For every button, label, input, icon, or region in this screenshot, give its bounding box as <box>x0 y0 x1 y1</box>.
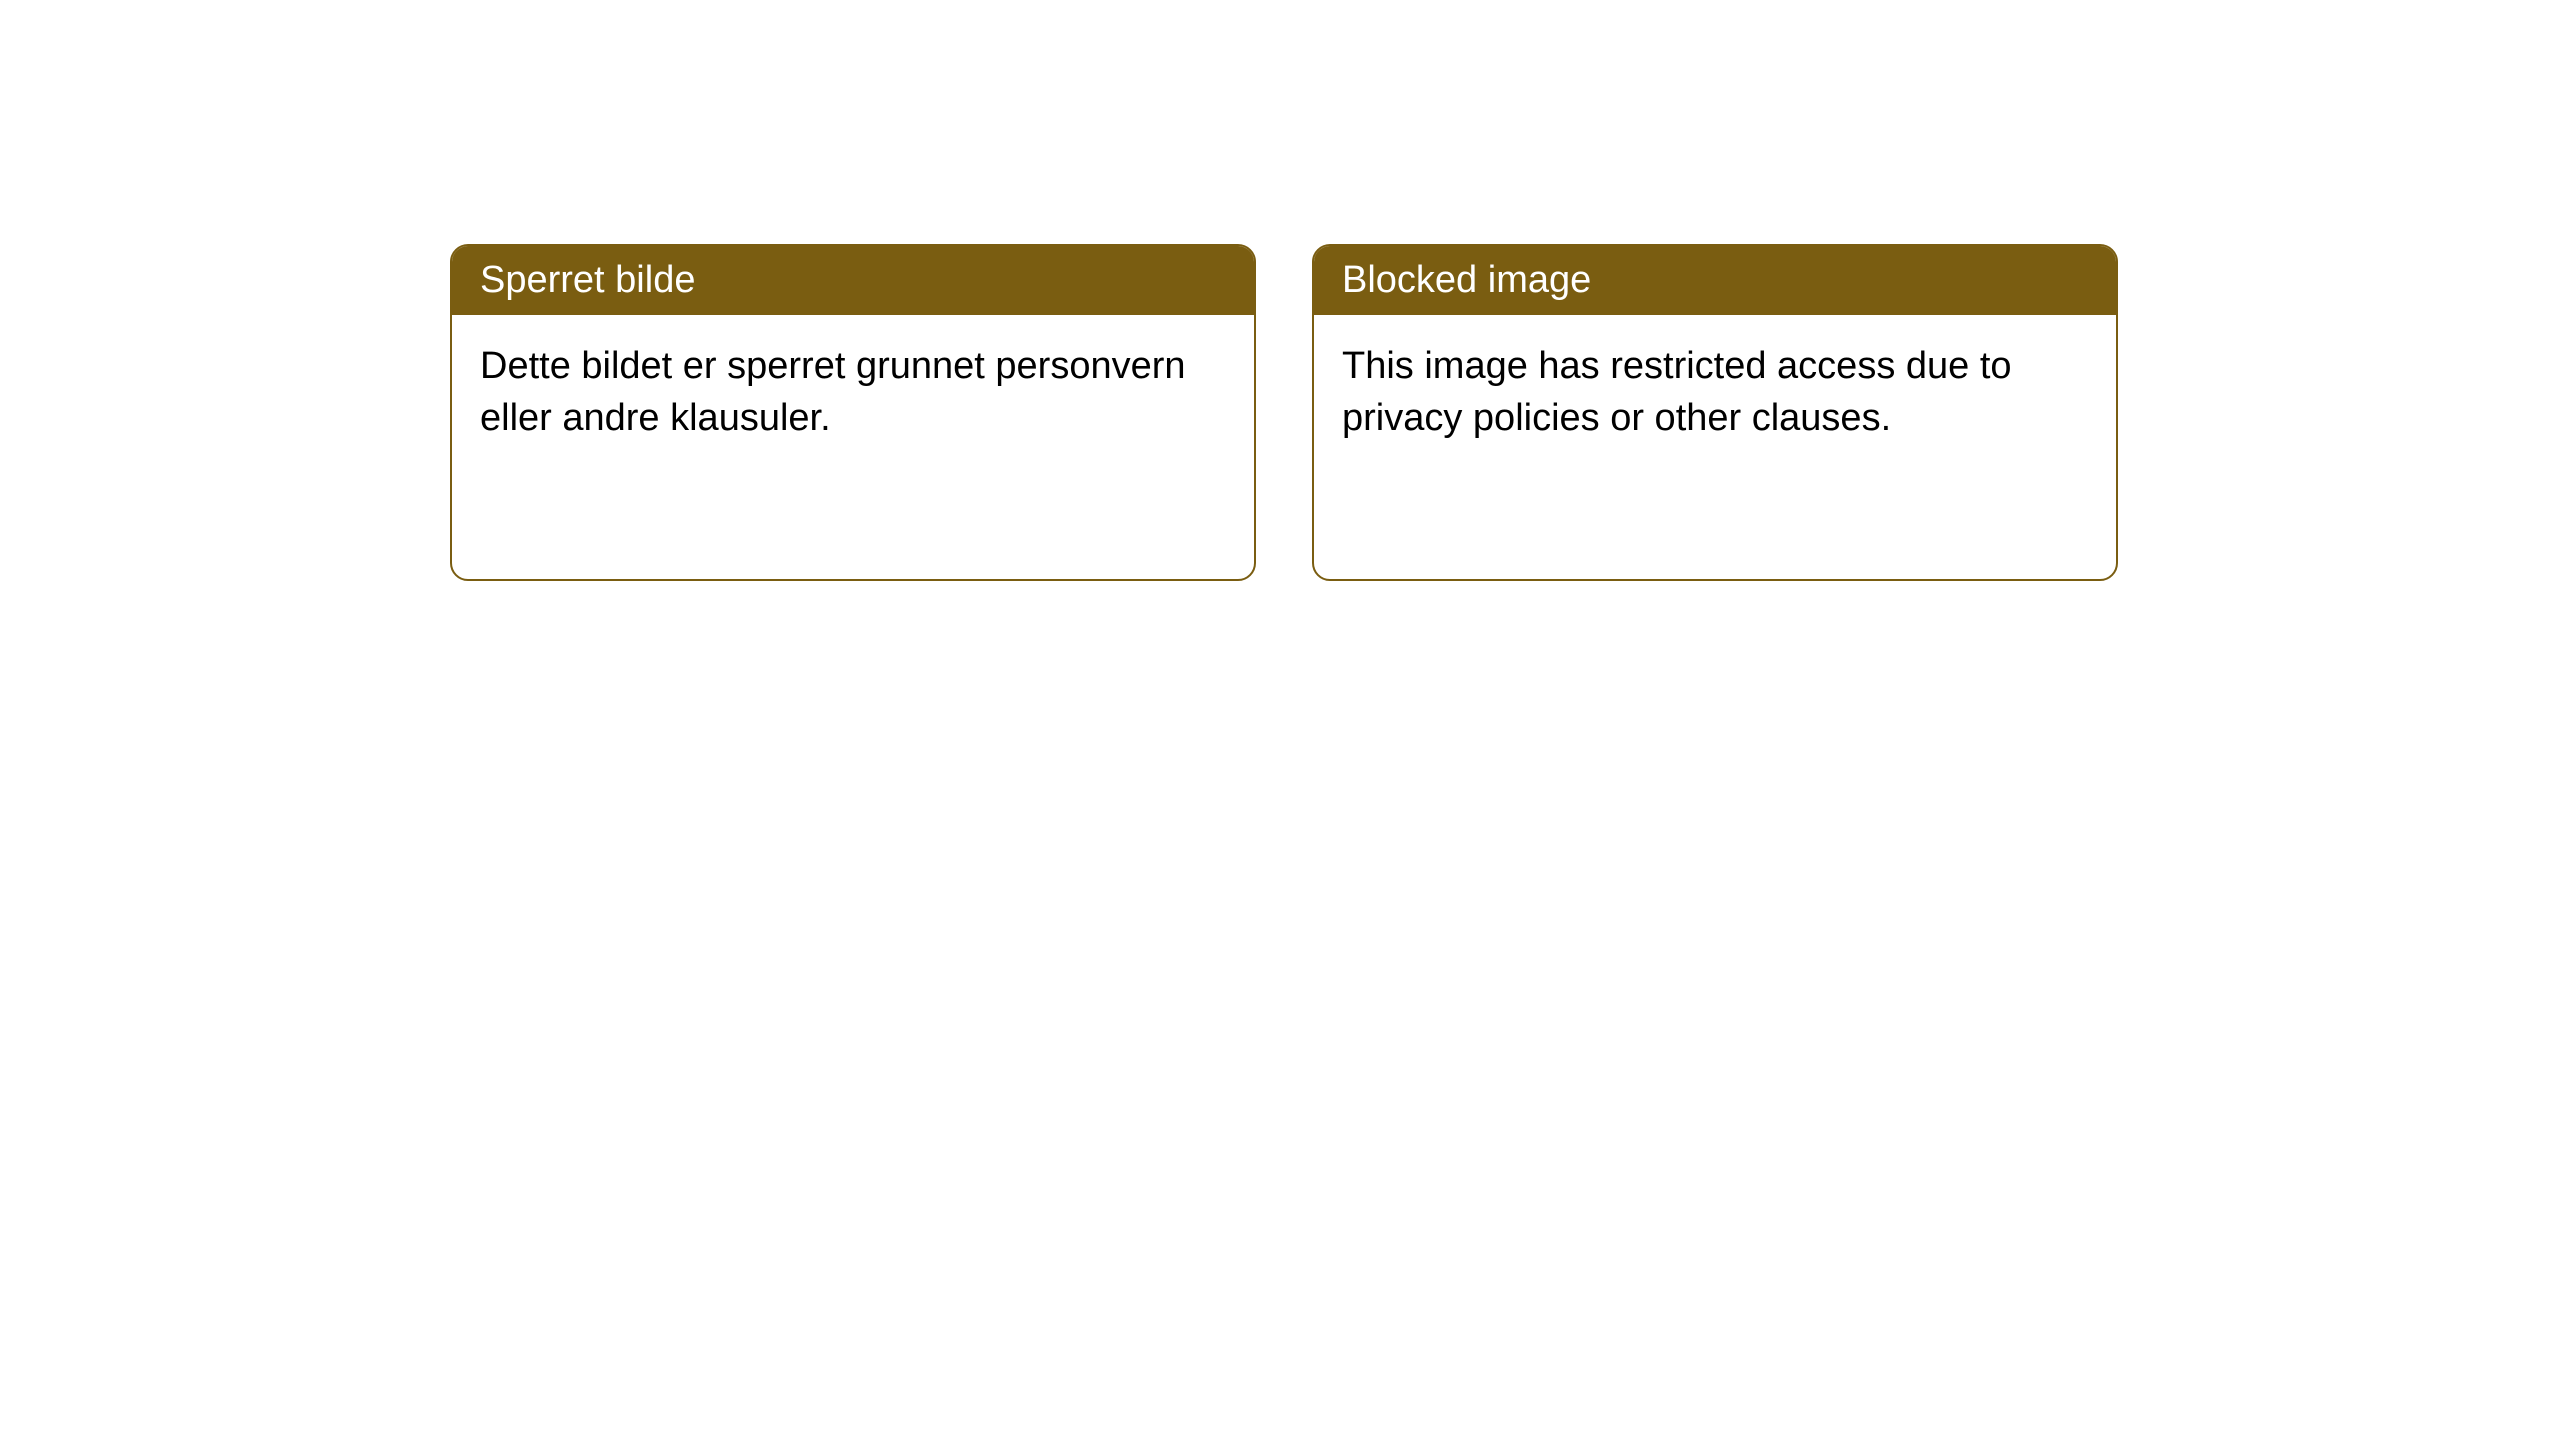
card-body-text: This image has restricted access due to … <box>1342 345 2012 438</box>
notice-container: Sperret bilde Dette bildet er sperret gr… <box>0 0 2560 581</box>
card-header: Blocked image <box>1314 246 2116 315</box>
card-title: Sperret bilde <box>480 259 695 301</box>
card-header: Sperret bilde <box>452 246 1254 315</box>
card-body-text: Dette bildet er sperret grunnet personve… <box>480 345 1186 438</box>
blocked-image-card-no: Sperret bilde Dette bildet er sperret gr… <box>450 244 1256 581</box>
card-body: This image has restricted access due to … <box>1314 315 2116 470</box>
blocked-image-card-en: Blocked image This image has restricted … <box>1312 244 2118 581</box>
card-title: Blocked image <box>1342 259 1591 301</box>
card-body: Dette bildet er sperret grunnet personve… <box>452 315 1254 470</box>
